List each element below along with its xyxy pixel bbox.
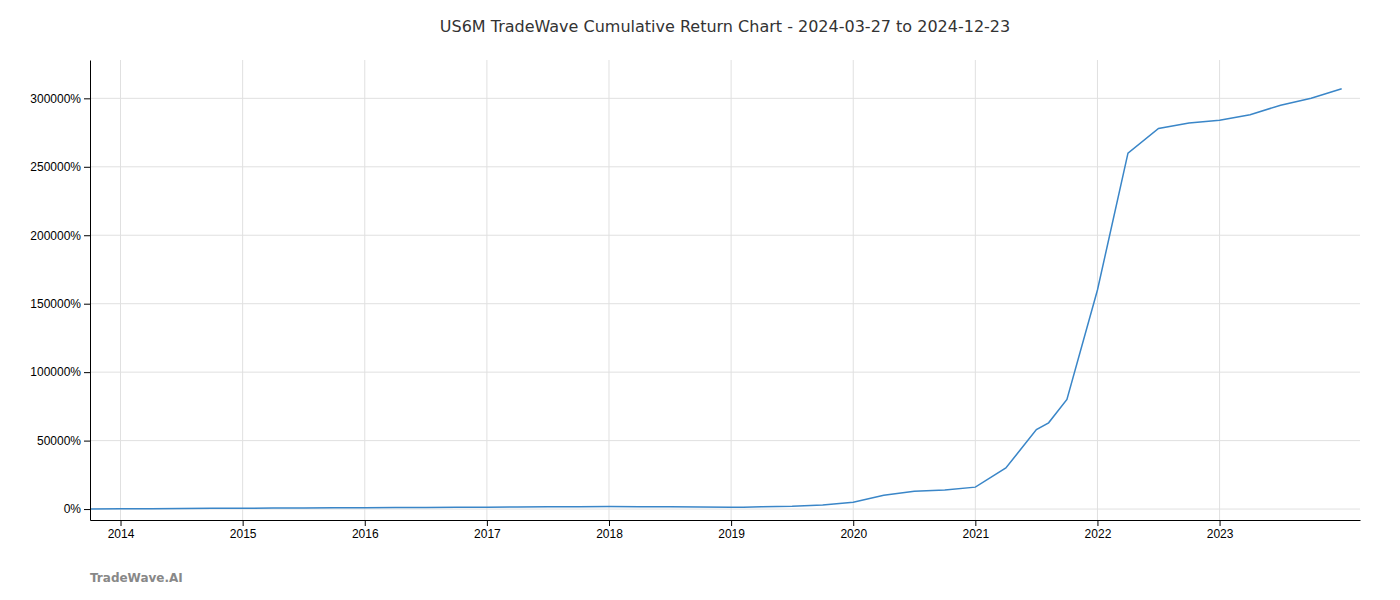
x-tick-label: 2021 [962, 527, 989, 541]
x-tick: 2016 [352, 520, 379, 541]
y-tick-mark [84, 304, 90, 305]
x-tick: 2023 [1207, 520, 1234, 541]
marks [90, 89, 1342, 509]
y-grid-line [90, 235, 1360, 236]
y-axis-line [90, 61, 91, 521]
x-grid-line [242, 60, 243, 520]
x-tick: 2020 [840, 520, 867, 541]
y-tick-label: 200000% [30, 229, 81, 243]
x-tick-mark [1097, 520, 1098, 526]
title: US6M TradeWave Cumulative Return Chart -… [440, 17, 1010, 36]
y-tick: 300000% [30, 92, 90, 106]
x-axis-line [91, 520, 1361, 521]
x-tick-label: 2020 [840, 527, 867, 541]
x-grid-line [731, 60, 732, 520]
x-grid-line [608, 60, 609, 520]
x-grid-line [486, 60, 487, 520]
x-grid-line [975, 60, 976, 520]
plot: 2014 2015 2016 2017 2018 2019 2020 2021 2022 2023… [30, 60, 1360, 541]
x-tick: 2018 [596, 520, 623, 541]
grid [90, 60, 1360, 520]
x-grid-line [364, 60, 365, 520]
x-tick: 2021 [962, 520, 989, 541]
data-line [90, 89, 1342, 509]
y-tick-label: 150000% [30, 297, 81, 311]
annotation: TradeWave.AI [90, 571, 183, 585]
y-tick: 100000% [30, 365, 90, 379]
x-tick: 2015 [230, 520, 257, 541]
x-tick: 2017 [474, 520, 501, 541]
x-tick-mark [609, 520, 610, 526]
y-tick-label: 300000% [30, 92, 81, 106]
y-grid-line [90, 166, 1360, 167]
x-tick-label: 2016 [352, 527, 379, 541]
y-tick-mark [84, 98, 90, 99]
x-tick-mark [853, 520, 854, 526]
x-tick-mark [243, 520, 244, 526]
x-tick-mark [121, 520, 122, 526]
x-tick: 2019 [718, 520, 745, 541]
x-tick-mark [365, 520, 366, 526]
y-tick: 150000% [30, 297, 90, 311]
y-tick-label: 50000% [37, 434, 81, 448]
x-tick-label: 2019 [718, 527, 745, 541]
x-tick-label: 2022 [1085, 527, 1112, 541]
y-tick-label: 100000% [30, 365, 81, 379]
x-tick-label: 2017 [474, 527, 501, 541]
x-grid-line [120, 60, 121, 520]
x-grid-line [853, 60, 854, 520]
x-tick-label: 2015 [230, 527, 257, 541]
x-tick-label: 2023 [1207, 527, 1234, 541]
y-tick-mark [84, 372, 90, 373]
y-tick: 0% [64, 502, 90, 516]
y-grid-line [90, 372, 1360, 373]
y-tick-mark [84, 509, 90, 510]
y-tick: 250000% [30, 160, 90, 174]
y-axis: 0% 50000% 100000% 150000% 200000% 250000% 3000… [30, 61, 90, 521]
x-tick-label: 2018 [596, 527, 623, 541]
y-grid-line [90, 98, 1360, 99]
x-grid-line [1219, 60, 1220, 520]
x-tick-mark [1220, 520, 1221, 526]
chart: 2014 2015 2016 2017 2018 2019 2020 2021 2022 2023… [0, 0, 1400, 600]
x-tick-mark [975, 520, 976, 526]
y-tick: 200000% [30, 229, 90, 243]
x-tick-mark [731, 520, 732, 526]
y-tick-label: 0% [64, 502, 82, 516]
x-tick: 2022 [1085, 520, 1112, 541]
y-grid-line [90, 303, 1360, 304]
y-tick-mark [84, 167, 90, 168]
x-tick: 2014 [108, 520, 135, 541]
y-tick-mark [84, 235, 90, 236]
x-axis: 2014 2015 2016 2017 2018 2019 2020 2021 2022 2023 [91, 520, 1361, 541]
y-tick: 50000% [37, 434, 90, 448]
y-tick-label: 250000% [30, 160, 81, 174]
x-tick-mark [487, 520, 488, 526]
y-tick-mark [84, 441, 90, 442]
x-tick-label: 2014 [108, 527, 135, 541]
y-grid-line [90, 440, 1360, 441]
